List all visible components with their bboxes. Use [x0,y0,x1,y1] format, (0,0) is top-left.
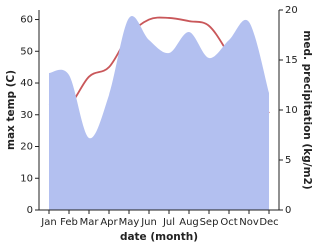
x-axis-label: date (month) [120,231,198,243]
x-tick-label: Nov [239,217,259,228]
y2-tick-label: 20 [285,5,298,16]
x-tick-label: Feb [60,217,78,228]
x-tick-label: Aug [179,217,199,228]
x-tick-label: Oct [220,217,237,228]
y-tick-label: 10 [20,173,33,184]
y-tick-label: 20 [20,142,33,153]
y-tick-label: 30 [20,110,33,121]
precipitation-area [49,16,269,211]
y2-tick-label: 0 [285,205,291,216]
y-tick-label: 60 [20,15,33,26]
y2-tick-label: 5 [285,155,291,166]
y-tick-label: 50 [20,46,33,57]
x-tick-label: Apr [100,217,118,228]
y-axis-label: max temp (C) [5,70,17,150]
y2-tick-label: 10 [285,105,298,116]
x-tick-label: May [119,217,140,228]
y-tick-label: 40 [20,78,33,89]
y-tick-label: 0 [27,205,33,216]
y2-axis-label: med. precipitation (kg/m2) [301,30,313,189]
x-tick-label: Jul [162,217,175,228]
y2-tick-label: 15 [285,55,298,66]
x-tick-label: Dec [259,217,278,228]
x-tick-label: Jan [40,217,56,228]
x-tick-label: Mar [80,217,100,228]
x-tick-label: Jun [140,217,157,228]
x-tick-label: Sep [200,217,219,228]
